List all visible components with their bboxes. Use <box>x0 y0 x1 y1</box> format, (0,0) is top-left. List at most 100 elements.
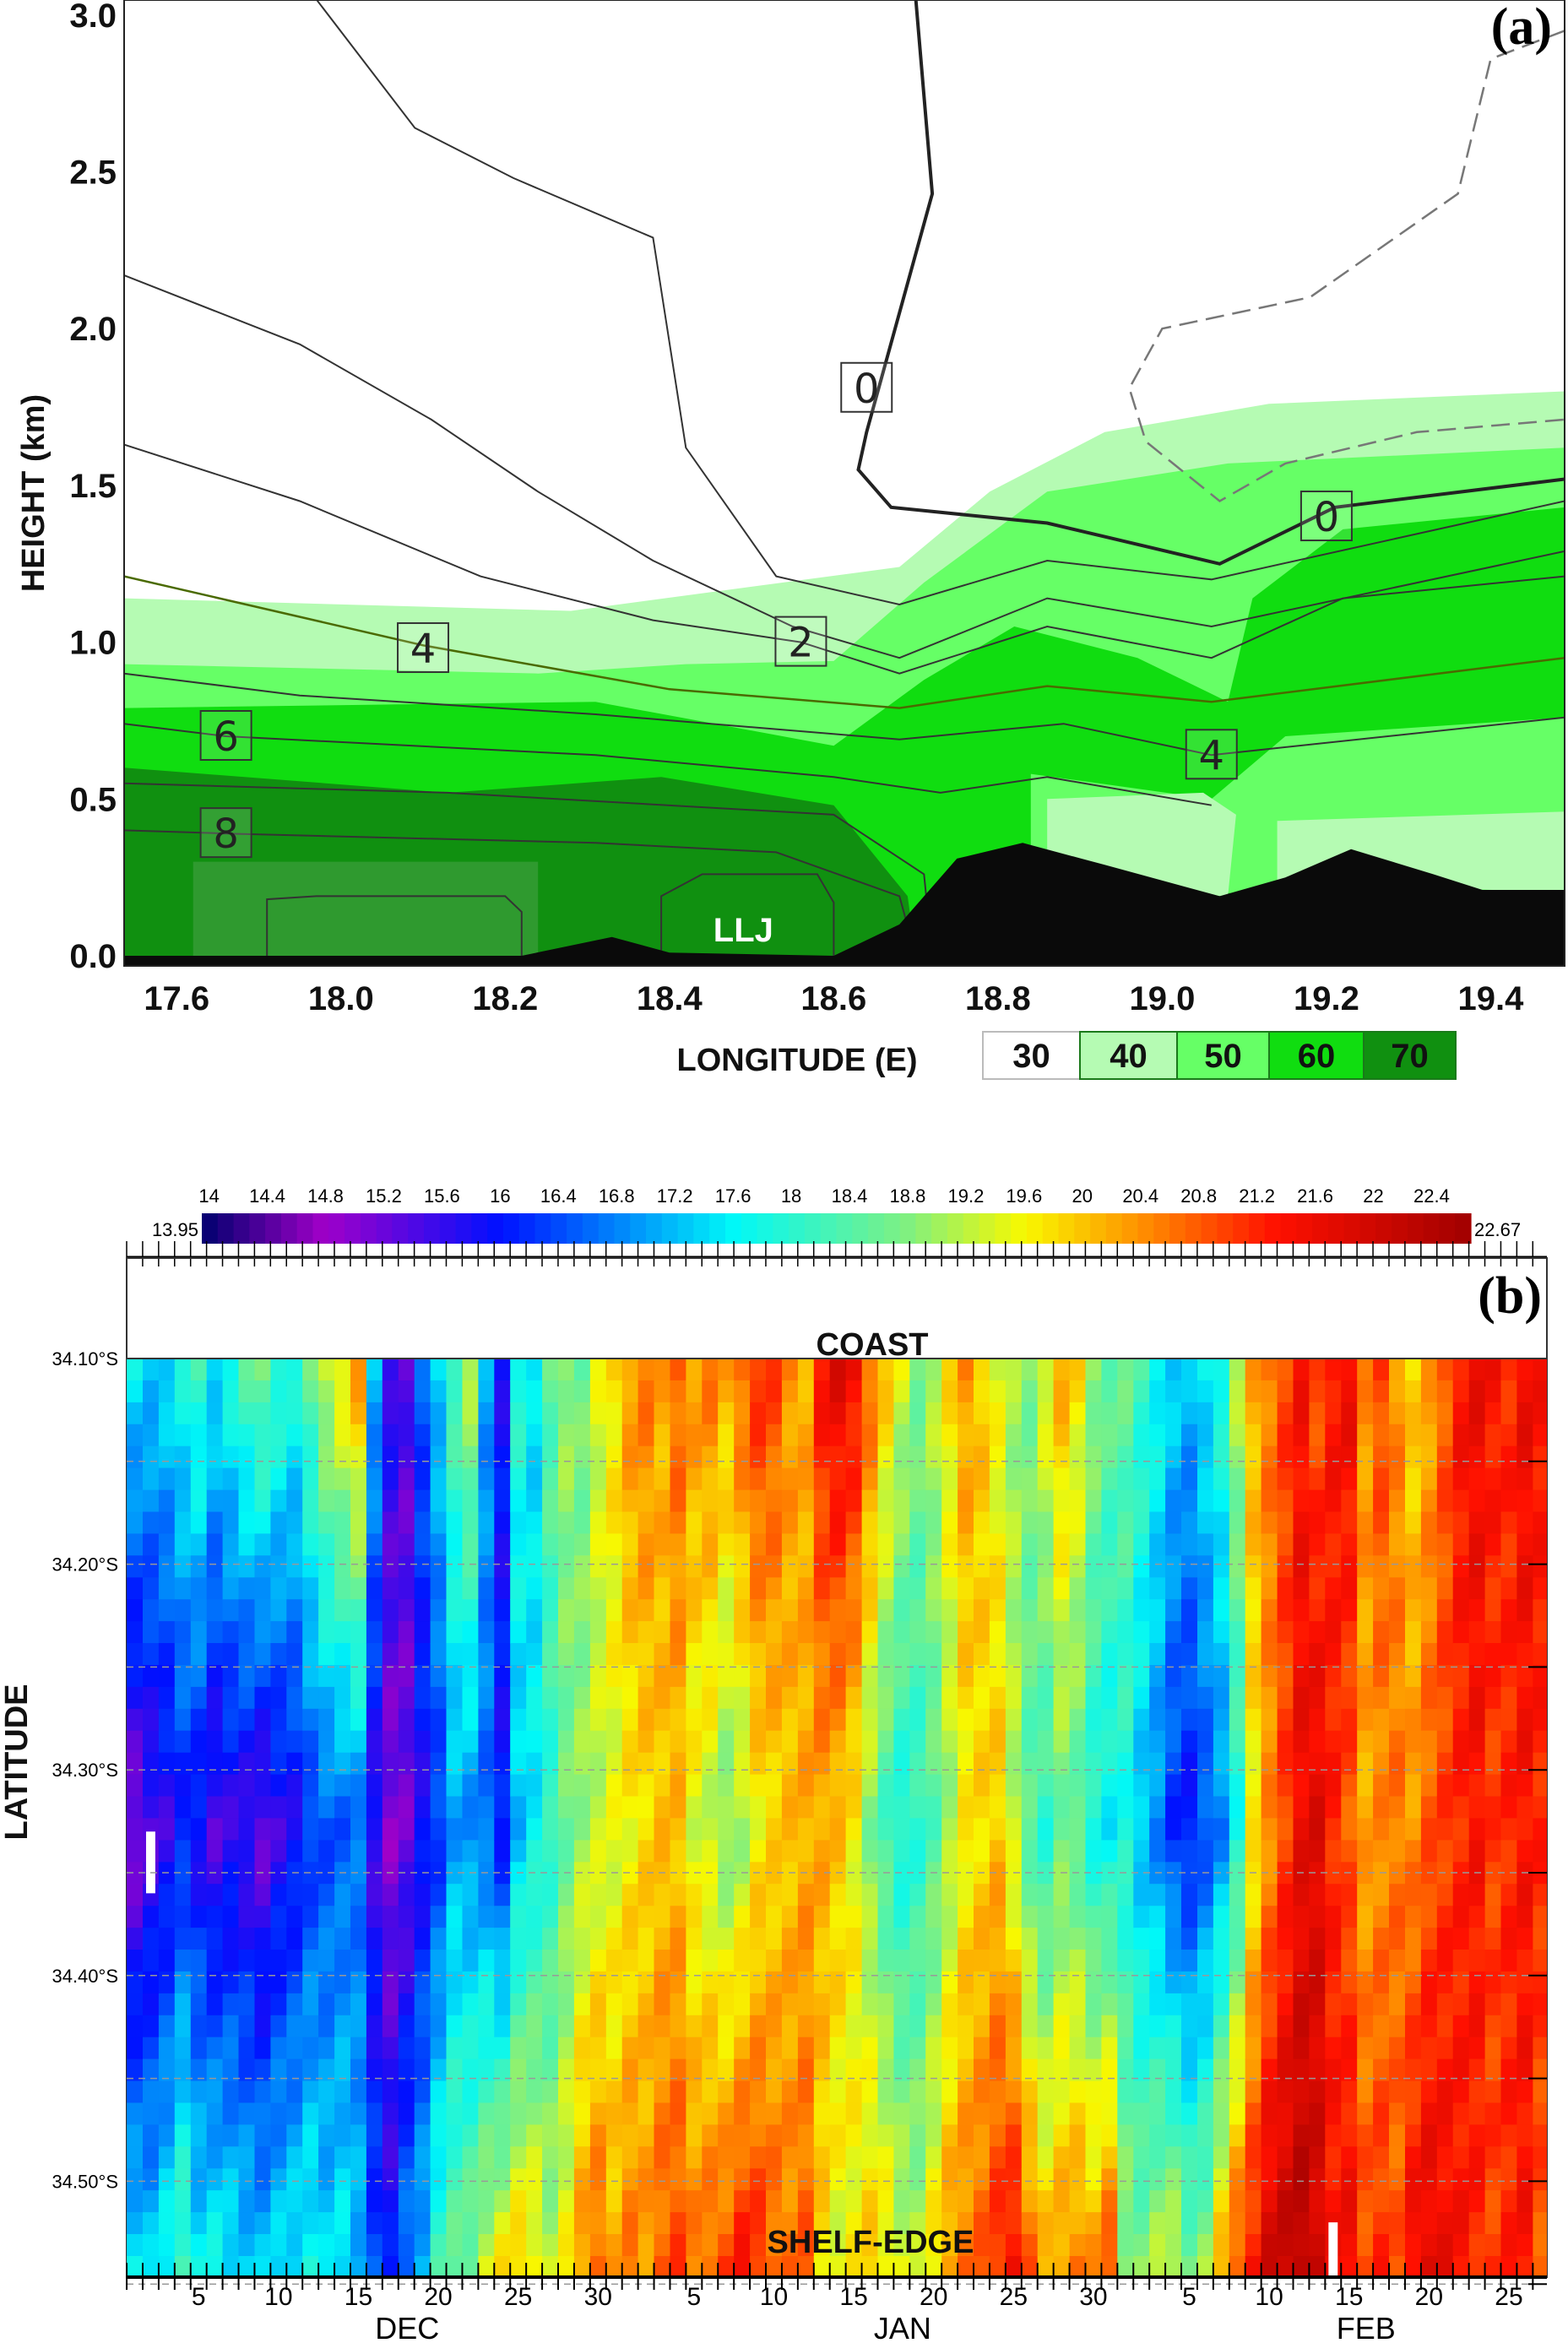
heatmap-cell <box>158 1906 176 1928</box>
heatmap-cell <box>1389 2037 1406 2060</box>
heatmap-cell <box>1389 1621 1406 1644</box>
heatmap-cell <box>414 1774 431 1798</box>
heatmap-cell <box>1405 1818 1422 1841</box>
heatmap-cell <box>925 1840 942 1863</box>
heatmap-cell <box>638 1359 655 1381</box>
colorbar-segment <box>725 1213 742 1244</box>
heatmap-cell <box>781 2256 799 2277</box>
heatmap-cell <box>621 1621 639 1644</box>
heatmap-cell <box>1117 1643 1134 1666</box>
heatmap-cell <box>286 1774 303 1798</box>
heatmap-cell <box>1101 1665 1118 1688</box>
heatmap-cell <box>654 1730 670 1754</box>
heatmap-cell <box>734 1577 751 1600</box>
heatmap-cell <box>254 2190 271 2213</box>
heatmap-cell <box>558 1621 575 1644</box>
heatmap-cell <box>1309 2102 1326 2125</box>
heatmap-cell <box>781 2124 799 2147</box>
heatmap-cell <box>158 1621 176 1644</box>
heatmap-cell <box>238 1380 255 1403</box>
heatmap-cell <box>1468 2102 1486 2125</box>
heatmap-cell <box>1101 1752 1118 1776</box>
heatmap-cell <box>845 2168 863 2191</box>
heatmap-cell <box>1149 1424 1166 1447</box>
heatmap-cell <box>861 1555 879 1578</box>
heatmap-cell <box>797 1928 815 1950</box>
heatmap-cell <box>478 1665 495 1688</box>
heatmap-cell <box>1117 2190 1134 2213</box>
heatmap-cell <box>845 1840 863 1863</box>
heatmap-cell <box>1341 2102 1358 2125</box>
heatmap-cell <box>1405 1950 1422 1972</box>
heatmap-cell <box>638 1555 655 1578</box>
heatmap-cell <box>350 2102 367 2125</box>
heatmap-cell <box>1053 1950 1071 1972</box>
heatmap-cell <box>366 1950 383 1972</box>
heatmap-cell <box>925 2256 942 2277</box>
heatmap-cell <box>845 1424 863 1447</box>
heatmap-cell <box>462 2058 479 2082</box>
heatmap-cell <box>1261 1840 1278 1863</box>
heatmap-cell <box>702 2015 719 2038</box>
heatmap-cell <box>206 1950 224 1972</box>
heatmap-cell <box>542 2102 559 2125</box>
heatmap-cell <box>238 1555 255 1578</box>
heatmap-cell <box>877 1818 894 1841</box>
heatmap-cell <box>1468 1906 1486 1928</box>
heatmap-cell <box>526 1686 543 1710</box>
heatmap-cell <box>1181 1840 1198 1863</box>
heatmap-cell <box>446 1796 463 1819</box>
heatmap-cell <box>845 1665 863 1688</box>
y-axis-title-a: HEIGHT (km) <box>16 394 52 592</box>
heatmap-cell <box>1021 1643 1039 1666</box>
colorbar-segment <box>487 1213 504 1244</box>
heatmap-cell <box>398 1862 415 1885</box>
heatmap-cell <box>670 1818 686 1841</box>
heatmap-cell <box>734 2234 751 2257</box>
heatmap-cell <box>958 1686 974 1710</box>
heatmap-cell <box>318 1359 335 1381</box>
heatmap-cell <box>909 1445 926 1469</box>
heatmap-cell <box>1213 1643 1230 1666</box>
heatmap-cell <box>334 1686 351 1710</box>
heatmap-cell <box>813 2168 831 2191</box>
heatmap-cell <box>750 2256 767 2277</box>
heatmap-cell <box>446 2037 463 2060</box>
heatmap-cell <box>766 1445 783 1469</box>
heatmap-cell <box>1325 1643 1342 1666</box>
heatmap-cell <box>877 1928 894 1950</box>
heatmap-cell <box>1149 1489 1166 1513</box>
heatmap-cell <box>1357 1818 1374 1841</box>
heatmap-cell <box>382 1971 399 1994</box>
heatmap-cell <box>1229 2212 1246 2235</box>
heatmap-cell <box>1005 2124 1023 2147</box>
heatmap-cell <box>1500 1774 1517 1798</box>
heatmap-cell <box>958 1577 974 1600</box>
heatmap-cell <box>542 2168 559 2191</box>
heatmap-cell <box>829 2256 847 2277</box>
heatmap-cell <box>1484 1906 1502 1928</box>
heatmap-cell <box>1085 1686 1102 1710</box>
heatmap-cell <box>510 1774 527 1798</box>
heatmap-cell <box>829 1511 847 1534</box>
heatmap-cell <box>605 2102 623 2125</box>
heatmap-cell <box>174 2080 192 2104</box>
heatmap-cell <box>1452 1840 1470 1863</box>
heatmap-cell <box>1436 1599 1454 1622</box>
heatmap-cell <box>127 1621 144 1644</box>
heatmap-cell <box>1373 1467 1390 1491</box>
heatmap-cell <box>893 1665 910 1688</box>
heatmap-cell <box>766 2102 783 2125</box>
heatmap-cell <box>206 1511 224 1534</box>
heatmap-cell <box>1533 2015 1547 2038</box>
heatmap-cell <box>478 1971 495 1994</box>
heatmap-cell <box>1197 1796 1214 1819</box>
heatmap-cell <box>1341 2212 1358 2235</box>
heatmap-cell <box>414 1708 431 1732</box>
heatmap-cell <box>1149 1577 1166 1600</box>
heatmap-cell <box>143 1577 160 1600</box>
heatmap-cell <box>813 1950 831 1972</box>
colorbar-tick-label: 17.6 <box>715 1185 751 1207</box>
heatmap-cell <box>958 2212 974 2235</box>
heatmap-cell <box>1357 2124 1374 2147</box>
